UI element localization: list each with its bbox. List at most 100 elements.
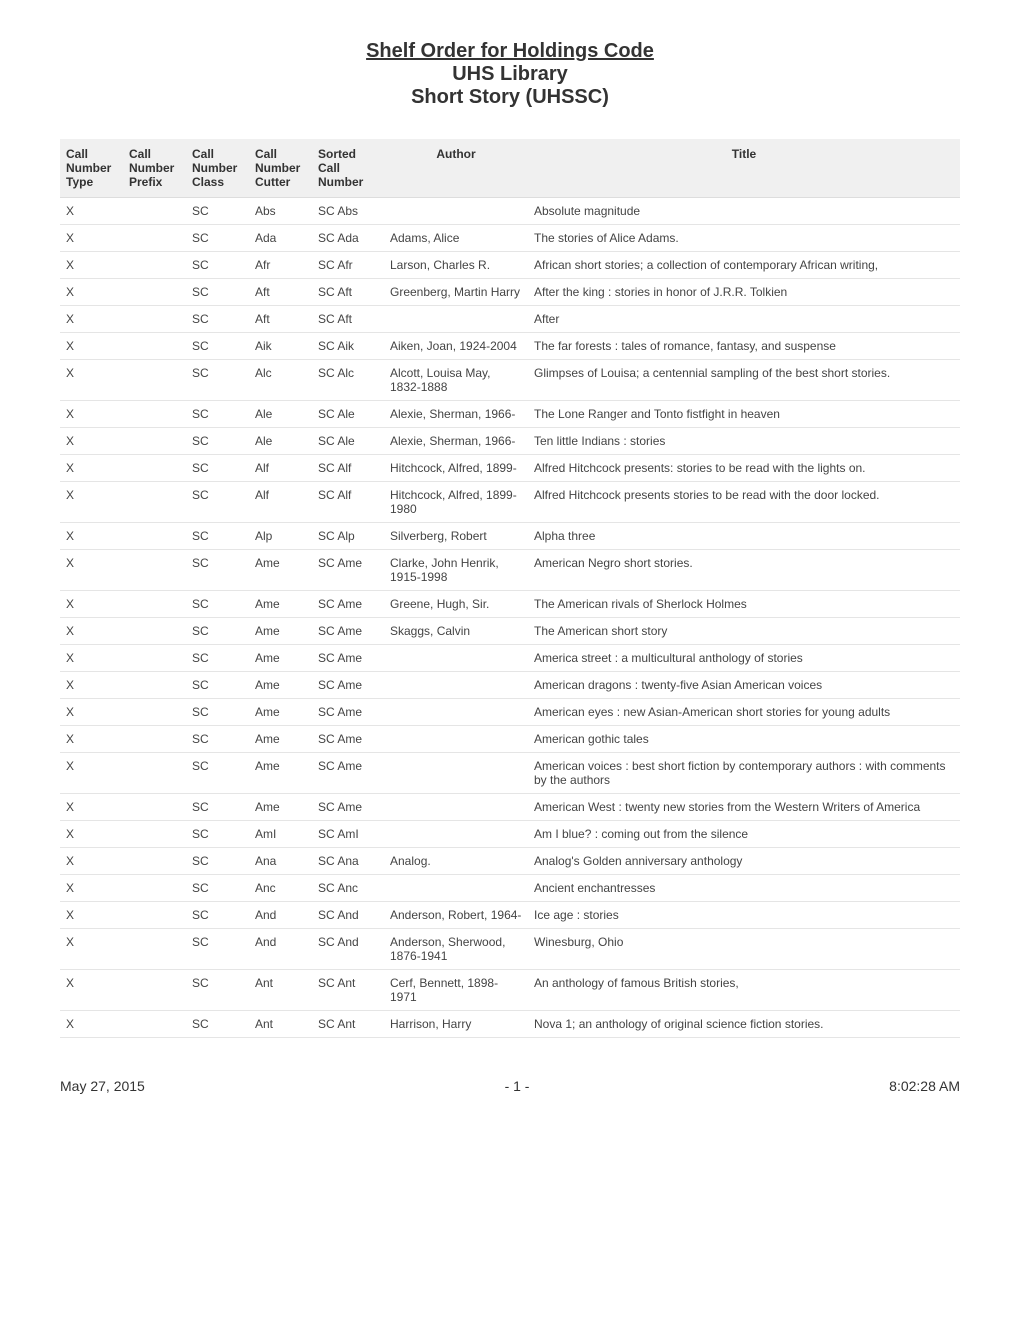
- table-cell: Absolute magnitude: [528, 198, 960, 225]
- table-cell: And: [249, 929, 312, 970]
- table-cell: [384, 821, 528, 848]
- table-cell: Anc: [249, 875, 312, 902]
- table-cell: X: [60, 482, 123, 523]
- table-cell: Alp: [249, 523, 312, 550]
- table-cell: American gothic tales: [528, 726, 960, 753]
- table-cell: SC: [186, 279, 249, 306]
- table-cell: SC: [186, 550, 249, 591]
- table-row: XSCAmeSC AmeAmerican West : twenty new s…: [60, 794, 960, 821]
- table-cell: American Negro short stories.: [528, 550, 960, 591]
- table-cell: [123, 428, 186, 455]
- column-header: Call Number Class: [186, 139, 249, 198]
- table-cell: X: [60, 821, 123, 848]
- table-cell: Anderson, Robert, 1964-: [384, 902, 528, 929]
- table-cell: Analog's Golden anniversary anthology: [528, 848, 960, 875]
- table-cell: [123, 360, 186, 401]
- table-cell: Alf: [249, 455, 312, 482]
- table-cell: [123, 875, 186, 902]
- table-cell: Ame: [249, 550, 312, 591]
- table-cell: Ame: [249, 726, 312, 753]
- table-cell: SC Ant: [312, 1011, 384, 1038]
- table-cell: Ame: [249, 618, 312, 645]
- table-cell: SC: [186, 1011, 249, 1038]
- table-cell: Aik: [249, 333, 312, 360]
- table-row: XSCAfrSC AfrLarson, Charles R.African sh…: [60, 252, 960, 279]
- table-cell: SC: [186, 428, 249, 455]
- table-cell: X: [60, 591, 123, 618]
- column-header: Title: [528, 139, 960, 198]
- table-cell: X: [60, 225, 123, 252]
- table-cell: X: [60, 306, 123, 333]
- table-row: XSCAmISC AmIAm I blue? : coming out from…: [60, 821, 960, 848]
- table-cell: Glimpses of Louisa; a centennial samplin…: [528, 360, 960, 401]
- table-cell: [123, 848, 186, 875]
- table-cell: Larson, Charles R.: [384, 252, 528, 279]
- table-cell: Ice age : stories: [528, 902, 960, 929]
- table-row: XSCAmeSC AmeAmerican voices : best short…: [60, 753, 960, 794]
- table-row: XSCAmeSC AmeAmerican dragons : twenty-fi…: [60, 672, 960, 699]
- table-row: XSCAftSC AftAfter: [60, 306, 960, 333]
- table-cell: Ana: [249, 848, 312, 875]
- table-cell: SC: [186, 225, 249, 252]
- table-cell: SC: [186, 699, 249, 726]
- table-header: Call Number TypeCall Number PrefixCall N…: [60, 139, 960, 198]
- table-cell: SC: [186, 970, 249, 1011]
- table-cell: X: [60, 455, 123, 482]
- table-cell: [384, 726, 528, 753]
- table-cell: [384, 753, 528, 794]
- table-cell: SC: [186, 591, 249, 618]
- table-cell: SC: [186, 333, 249, 360]
- table-row: XSCAleSC AleAlexie, Sherman, 1966-Ten li…: [60, 428, 960, 455]
- table-cell: [123, 726, 186, 753]
- table-cell: [123, 198, 186, 225]
- table-row: XSCAmeSC AmeGreene, Hugh, Sir.The Americ…: [60, 591, 960, 618]
- table-cell: [123, 929, 186, 970]
- table-row: XSCAntSC AntHarrison, HarryNova 1; an an…: [60, 1011, 960, 1038]
- table-row: XSCAndSC AndAnderson, Sherwood, 1876-194…: [60, 929, 960, 970]
- table-cell: Alexie, Sherman, 1966-: [384, 428, 528, 455]
- table-cell: SC Ale: [312, 401, 384, 428]
- table-cell: Ame: [249, 699, 312, 726]
- table-cell: [123, 401, 186, 428]
- table-cell: X: [60, 1011, 123, 1038]
- report-title: Shelf Order for Holdings Code: [60, 40, 960, 63]
- table-cell: Aft: [249, 306, 312, 333]
- table-cell: SC Alf: [312, 482, 384, 523]
- table-cell: Cerf, Bennett, 1898-1971: [384, 970, 528, 1011]
- table-cell: Clarke, John Henrik, 1915-1998: [384, 550, 528, 591]
- table-cell: X: [60, 645, 123, 672]
- table-cell: Ame: [249, 645, 312, 672]
- table-cell: SC AmI: [312, 821, 384, 848]
- table-cell: Ada: [249, 225, 312, 252]
- table-cell: [123, 550, 186, 591]
- table-cell: X: [60, 794, 123, 821]
- table-row: XSCAleSC AleAlexie, Sherman, 1966-The Lo…: [60, 401, 960, 428]
- table-cell: SC Ame: [312, 726, 384, 753]
- table-cell: SC And: [312, 902, 384, 929]
- table-cell: An anthology of famous British stories,: [528, 970, 960, 1011]
- table-row: XSCAlfSC AlfHitchcock, Alfred, 1899-Alfr…: [60, 455, 960, 482]
- table-cell: SC: [186, 401, 249, 428]
- table-cell: American voices : best short fiction by …: [528, 753, 960, 794]
- table-cell: Winesburg, Ohio: [528, 929, 960, 970]
- table-cell: Silverberg, Robert: [384, 523, 528, 550]
- table-cell: Ten little Indians : stories: [528, 428, 960, 455]
- table-cell: [123, 523, 186, 550]
- table-cell: [123, 306, 186, 333]
- table-cell: After: [528, 306, 960, 333]
- table-cell: X: [60, 428, 123, 455]
- table-cell: The American rivals of Sherlock Holmes: [528, 591, 960, 618]
- footer-date: May 27, 2015: [60, 1078, 145, 1094]
- table-cell: X: [60, 360, 123, 401]
- table-cell: X: [60, 726, 123, 753]
- table-cell: SC: [186, 821, 249, 848]
- table-cell: SC Alf: [312, 455, 384, 482]
- table-cell: Ame: [249, 591, 312, 618]
- table-cell: Skaggs, Calvin: [384, 618, 528, 645]
- table-cell: Nova 1; an anthology of original science…: [528, 1011, 960, 1038]
- table-cell: [123, 455, 186, 482]
- table-cell: [123, 970, 186, 1011]
- table-cell: SC: [186, 482, 249, 523]
- table-cell: SC Ame: [312, 645, 384, 672]
- table-cell: SC: [186, 645, 249, 672]
